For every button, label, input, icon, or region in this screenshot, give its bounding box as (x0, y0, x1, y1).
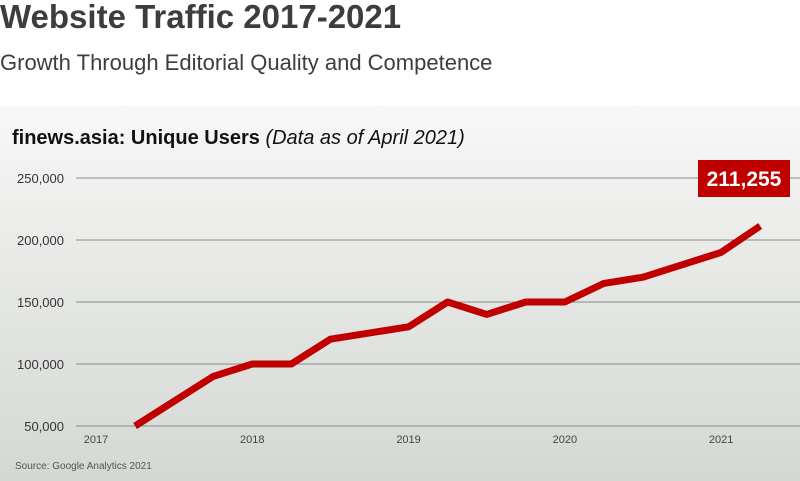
y-tick-label: 100,000 (17, 357, 64, 372)
x-tick-label: 2020 (553, 434, 577, 446)
page-subtitle: Growth Through Editorial Quality and Com… (0, 50, 493, 75)
y-tick-label: 200,000 (17, 233, 64, 248)
x-tick-label: 2021 (709, 434, 733, 446)
x-tick-label: 2019 (396, 434, 420, 446)
chart-panel (0, 106, 800, 481)
page-title: Website Traffic 2017-2021 (0, 0, 402, 35)
y-tick-label: 250,000 (17, 171, 64, 186)
x-tick-label: 2017 (84, 434, 108, 446)
value-callout-box (698, 160, 790, 197)
chart-heading: finews.asia: Unique Users (Data as of Ap… (12, 127, 465, 150)
source-note: Source: Google Analytics 2021 (15, 461, 152, 472)
y-tick-label: 150,000 (17, 295, 64, 310)
data-label: 211,255 (707, 168, 782, 191)
series-line (133, 223, 763, 429)
y-tick-label: 50,000 (24, 419, 64, 434)
x-tick-label: 2018 (240, 434, 264, 446)
chart-date-note: (Data as of April 2021) (265, 127, 465, 149)
chart-title: finews.asia: Unique Users (12, 127, 260, 149)
